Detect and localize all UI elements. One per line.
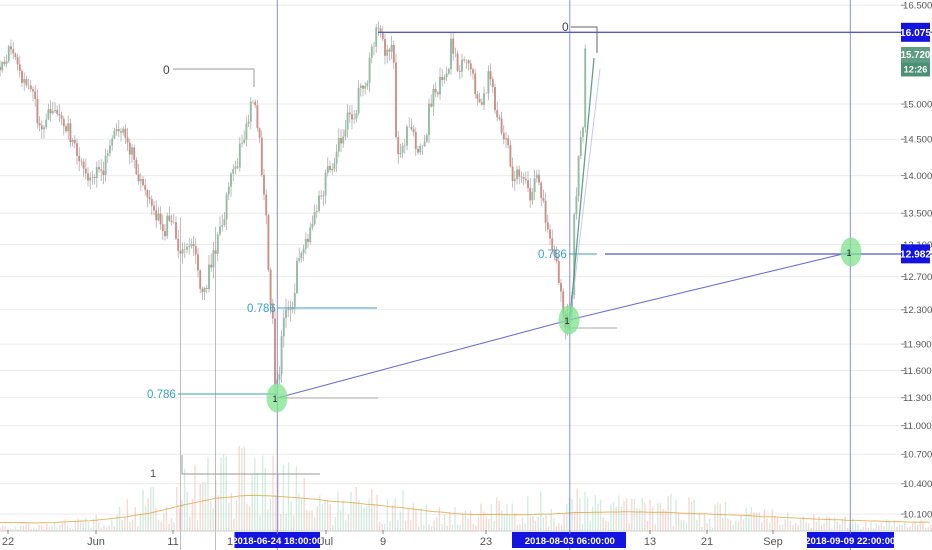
svg-text:11.300: 11.300 [903,393,932,404]
svg-text:22: 22 [2,536,14,548]
svg-text:13.500: 13.500 [903,209,932,220]
svg-text:12.300: 12.300 [903,305,932,316]
svg-text:0.786: 0.786 [147,389,176,401]
svg-text:11.000: 11.000 [903,421,932,432]
svg-text:1: 1 [846,248,851,258]
svg-text:0.786: 0.786 [538,249,567,261]
svg-text:10.100: 10.100 [903,510,932,521]
svg-text:2018-08-03 06:00:00: 2018-08-03 06:00:00 [525,536,615,547]
svg-text:9: 9 [380,536,386,548]
svg-text:1: 1 [564,316,569,326]
svg-text:16.075: 16.075 [900,28,931,39]
svg-text:11.600: 11.600 [903,366,932,377]
svg-text:14.000: 14.000 [903,171,932,182]
svg-text:Sep: Sep [763,536,783,548]
svg-text:12:26: 12:26 [904,64,928,74]
svg-text:15.720: 15.720 [901,50,931,61]
svg-text:13: 13 [644,536,656,548]
svg-text:21: 21 [701,536,713,548]
svg-text:0: 0 [163,63,170,77]
svg-text:2018-09-09 22:00:00: 2018-09-09 22:00:00 [805,536,895,547]
svg-text:15.000: 15.000 [903,99,932,110]
svg-text:12.700: 12.700 [903,272,932,283]
svg-text:1: 1 [272,394,277,404]
svg-text:Jun: Jun [87,536,105,548]
svg-text:0.786: 0.786 [247,303,276,315]
svg-text:10.700: 10.700 [903,450,932,461]
svg-text:11.900: 11.900 [903,339,932,350]
svg-text:2018-06-24 18:00:00: 2018-06-24 18:00:00 [232,536,322,547]
svg-text:16.500: 16.500 [903,1,932,12]
svg-text:12.982: 12.982 [900,249,931,260]
svg-text:1: 1 [150,468,156,480]
svg-text:0: 0 [562,20,569,34]
svg-text:10.400: 10.400 [903,479,932,490]
svg-text:23: 23 [480,536,492,548]
svg-text:14.500: 14.500 [903,135,932,146]
svg-text:11: 11 [167,536,178,548]
